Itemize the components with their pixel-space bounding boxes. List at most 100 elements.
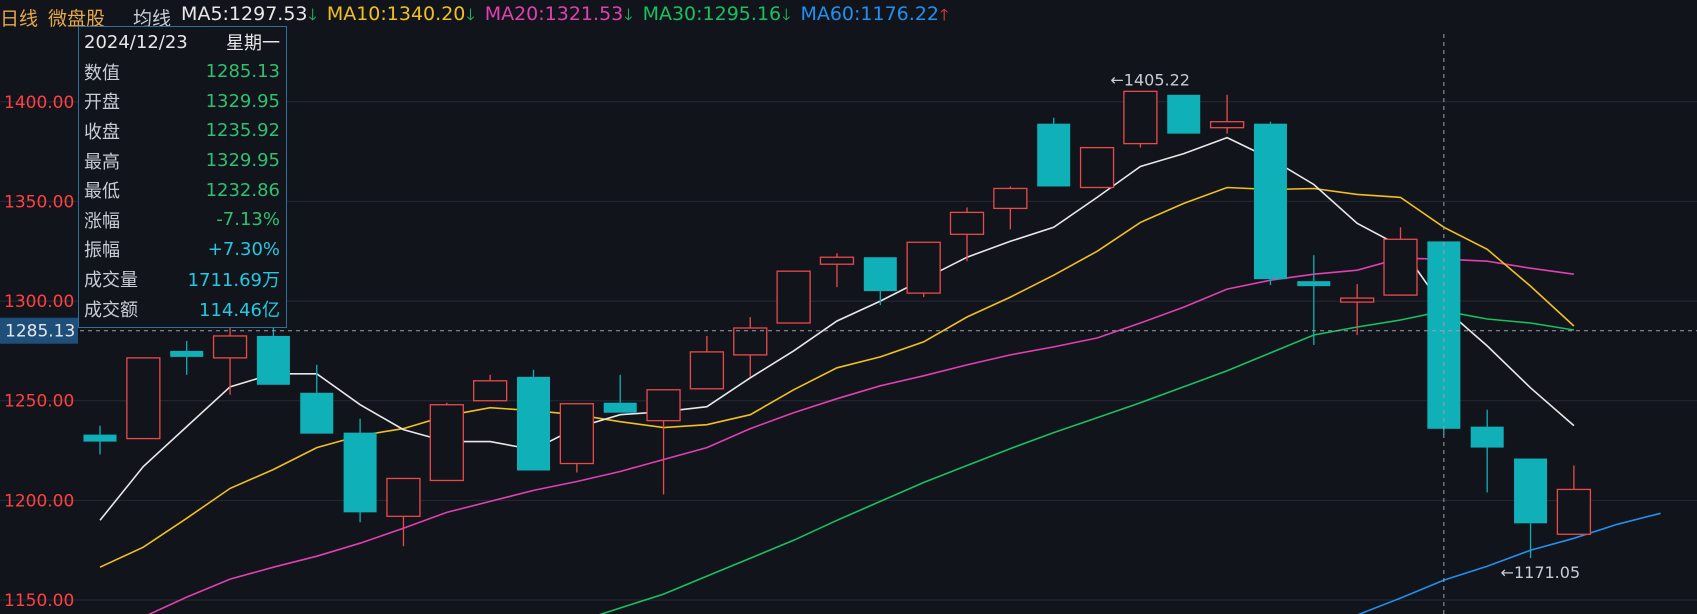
candle (1209, 94, 1245, 134)
ma30-line (599, 310, 1575, 614)
info-row-low: 最低 1232.86 (79, 175, 286, 205)
candle (776, 270, 811, 324)
candle (949, 207, 985, 262)
candle-body-up (126, 357, 161, 440)
candle (300, 364, 334, 434)
candle-body-down (1253, 123, 1287, 280)
info-value: 1235.92 (205, 120, 280, 142)
candle (863, 257, 897, 306)
candle-body-down (1167, 94, 1201, 134)
y-tick-label: 1350.00 (4, 192, 74, 212)
candle-body-up (1209, 121, 1245, 129)
candle (1123, 90, 1158, 148)
moving-average-lines (99, 136, 1661, 614)
candle-body-up (212, 335, 248, 359)
info-panel: 2024/12/23 星期一 数值 1285.13 开盘 1329.95 收盘 123… (78, 26, 287, 328)
candle (126, 357, 161, 440)
info-row-close: 收盘 1235.92 (79, 116, 286, 146)
cursor-price-tag (0, 317, 78, 344)
info-label: 最高 (84, 151, 120, 173)
info-label: 最低 (84, 181, 120, 203)
candle (517, 369, 550, 471)
candle-body-up (472, 380, 508, 402)
candle-body-up (646, 389, 681, 422)
ma20-line (147, 257, 1575, 614)
crosshair: 1285.13 (0, 34, 1697, 614)
candle (83, 425, 117, 455)
candle-body-down (1470, 426, 1504, 448)
ma30-legend: MA30:1295.16🡓 (643, 3, 791, 31)
cursor-price-label: 1285.13 (5, 322, 75, 342)
info-weekday: 星期一 (226, 33, 280, 54)
ma-selector[interactable]: 均线 (133, 7, 172, 30)
candle-body-up (819, 256, 855, 265)
y-tick-label: 1400.00 (4, 93, 74, 113)
candle-body-up (386, 477, 421, 517)
arrow-down-icon: 🡓 (624, 5, 633, 24)
ma60-value: MA60:1176.22 (800, 3, 939, 25)
candle-body-up (1079, 146, 1115, 189)
ma5-value: MA5:1297.53 (181, 3, 308, 25)
candle-body-down (863, 257, 897, 292)
info-label: 数值 (84, 62, 120, 84)
period-selector[interactable]: 日线 (0, 7, 39, 30)
candle (212, 324, 248, 395)
candle-body-up (1556, 488, 1592, 535)
candle (1514, 458, 1548, 559)
candle (993, 186, 1028, 230)
candle-body-up (906, 241, 941, 294)
candle-body-up (689, 351, 725, 390)
y-tick-label: 1250.00 (4, 392, 74, 412)
candle (1297, 255, 1331, 345)
extreme-annotation: ←1171.05 (1501, 563, 1581, 582)
candle (1167, 94, 1201, 134)
info-value: 114.46亿 (199, 299, 280, 321)
arrow-down-icon: 🡓 (782, 5, 791, 24)
instrument-name: 微盘股 (48, 7, 106, 30)
info-row-volume: 成交量 1711.69万 (79, 264, 286, 294)
candle-body-up (949, 211, 985, 235)
candle-body-up (429, 404, 464, 482)
candle-body-down (603, 402, 637, 413)
candle (256, 324, 290, 385)
ma30-value: MA30:1295.16 (642, 3, 782, 25)
candle-body-down (517, 376, 550, 471)
candle (1037, 117, 1071, 187)
info-label: 收盘 (84, 121, 120, 143)
y-axis-labels: 1400.00 1350.00 1300.00 1250.00 1200.00 1150.… (4, 93, 74, 611)
info-label: 振幅 (84, 240, 120, 262)
info-label: 开盘 (84, 92, 120, 114)
candle (559, 403, 594, 473)
info-label: 涨幅 (84, 210, 120, 232)
candle (733, 317, 768, 377)
candle-body-down (343, 432, 377, 513)
candle (689, 335, 725, 390)
candle (1253, 121, 1287, 286)
candle-body-up (1340, 297, 1375, 303)
candle-body-up (1383, 238, 1418, 296)
info-value: 1285.13 (205, 61, 280, 83)
candle-body-up (776, 270, 811, 324)
y-tick-label: 1300.00 (4, 292, 74, 312)
candle-body-down (170, 350, 204, 357)
ma10-value: MA10:1340.20 (326, 3, 466, 25)
info-row-value: 数值 1285.13 (79, 57, 286, 87)
candle-body-down (1037, 123, 1071, 187)
candle (429, 402, 464, 482)
ma60-legend: MA60:1176.22🡑 (800, 3, 948, 31)
candle (1383, 227, 1418, 296)
candle (1556, 465, 1592, 535)
arrow-down-icon: 🡓 (466, 5, 475, 24)
arrow-down-icon: 🡓 (308, 5, 317, 24)
info-date: 2024/12/23 (84, 31, 188, 53)
info-row-turnover: 成交额 114.46亿 (79, 294, 286, 324)
ma5-legend: MA5:1297.53🡓 (181, 3, 317, 31)
info-row-change: 涨幅 -7.13% (79, 205, 286, 235)
candle (603, 374, 637, 413)
candle (386, 477, 421, 547)
info-label: 成交额 (84, 299, 138, 321)
candle (1470, 409, 1504, 493)
info-value: 1711.69万 (187, 269, 280, 291)
info-row-high: 最高 1329.95 (79, 146, 286, 176)
